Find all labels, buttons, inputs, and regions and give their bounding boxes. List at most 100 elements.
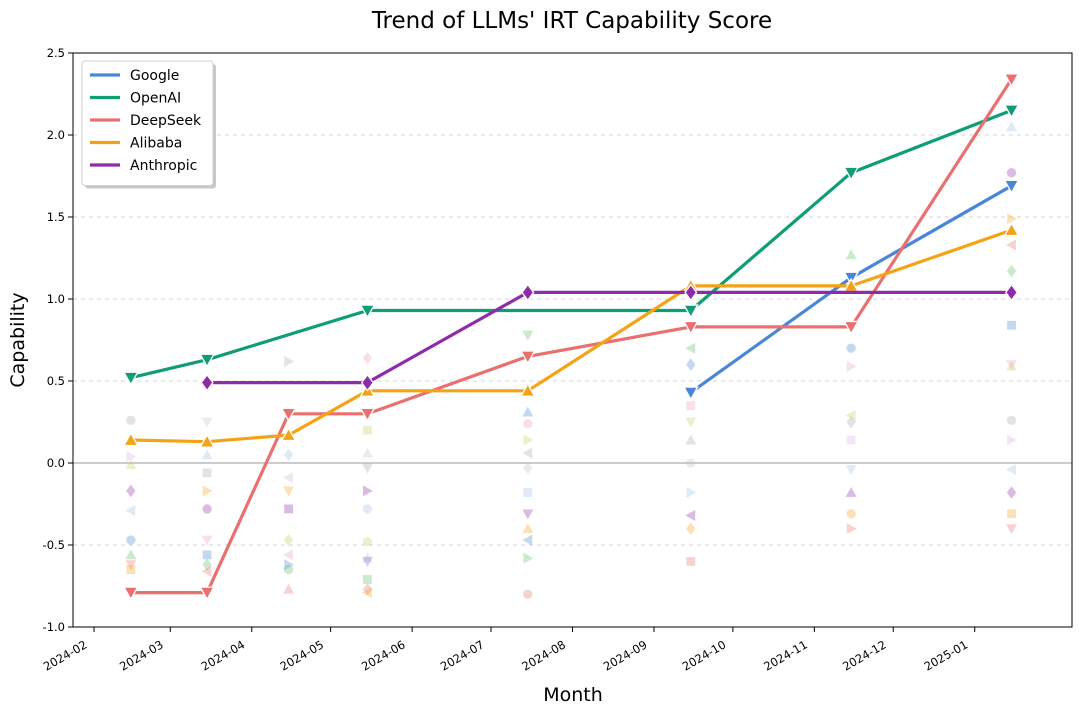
background-model-marker: [362, 537, 373, 547]
background-model-marker: [845, 465, 857, 476]
background-model-marker: [283, 549, 293, 561]
data-point: [359, 407, 376, 422]
background-model-marker: [126, 565, 136, 574]
background-model-marker: [125, 505, 136, 517]
background-model-marker: [522, 509, 534, 520]
background-model-marker: [125, 560, 137, 571]
data-point: [200, 373, 214, 392]
background-model-marker: [126, 450, 137, 462]
y-tick-label: -1.0: [43, 620, 65, 634]
background-model-marker: [686, 522, 696, 535]
background-model-marker: [846, 343, 856, 353]
chart-title: Trend of LLMs' IRT Capability Score: [371, 8, 772, 34]
background-model-marker: [522, 523, 534, 533]
background-model-marker: [846, 360, 857, 372]
background-model-marker: [363, 485, 373, 497]
background-model-marker: [125, 459, 137, 470]
background-model-marker: [1007, 320, 1016, 330]
background-model-marker: [523, 589, 533, 599]
series-line: [129, 228, 1014, 444]
background-model-marker: [283, 583, 295, 594]
background-model-marker: [686, 557, 696, 566]
background-model-marker: [522, 534, 533, 546]
background-model-marker: [283, 564, 294, 575]
background-model-marker: [845, 409, 856, 421]
background-model-marker: [125, 549, 137, 560]
background-model-marker: [686, 358, 696, 371]
data-point: [360, 373, 375, 392]
y-tick-label: 1.0: [47, 292, 65, 306]
background-model-marker: [1006, 464, 1016, 476]
background-model-marker: [361, 463, 373, 474]
background-model-marker: [283, 448, 294, 462]
background-model-marker: [201, 417, 213, 428]
background-model-marker: [1006, 415, 1017, 426]
background-model-marker: [686, 487, 697, 499]
y-tick-label: 2.0: [47, 128, 65, 142]
background-model-marker: [284, 504, 293, 514]
data-point: [1003, 221, 1020, 237]
data-point: [682, 386, 699, 401]
background-model-marker: [1006, 264, 1017, 278]
background-model-marker: [846, 523, 857, 535]
data-point: [359, 304, 376, 319]
background-model-marker: [126, 484, 136, 498]
y-tick-label: 2.5: [47, 46, 65, 60]
background-model-marker: [685, 342, 696, 354]
background-model-marker: [362, 504, 373, 514]
background-model-marker: [126, 535, 136, 545]
background-model-marker: [846, 415, 856, 429]
legend-label: Alibaba: [130, 136, 182, 152]
y-tick-label: 1.5: [47, 210, 65, 224]
background-model-marker: [522, 330, 534, 341]
y-tick-label: 0.0: [47, 456, 65, 470]
background-model-marker: [1006, 360, 1018, 371]
background-model-marker: [201, 449, 213, 460]
data-point: [843, 166, 860, 181]
background-model-marker: [845, 487, 857, 497]
background-model-marker: [202, 558, 212, 572]
background-model-marker: [361, 587, 372, 599]
data-point: [684, 283, 698, 302]
data-point: [122, 371, 139, 386]
background-model-marker: [523, 488, 533, 497]
background-model-marker: [1006, 121, 1018, 132]
background-model-marker: [523, 461, 533, 475]
data-point: [843, 320, 860, 336]
background-model-marker: [1007, 213, 1018, 225]
background-model-marker: [1007, 509, 1016, 519]
background-model-marker: [686, 458, 696, 468]
data-point: [682, 304, 699, 319]
data-point: [199, 433, 215, 448]
y-tick-label: 0.5: [47, 374, 65, 388]
data-point: [519, 350, 536, 365]
background-model-marker: [202, 485, 213, 497]
background-model-marker: [362, 351, 373, 365]
data-point: [280, 407, 297, 422]
background-model-marker: [846, 509, 856, 519]
background-model-marker: [362, 582, 373, 596]
background-model-marker: [363, 575, 372, 584]
background-model-marker: [845, 249, 857, 260]
y-tick-label: -0.5: [43, 538, 65, 552]
background-model-marker: [1006, 239, 1016, 251]
background-model-marker: [202, 468, 212, 478]
gridlines: [73, 134, 1072, 546]
background-model-marker: [1006, 486, 1017, 499]
background-model-marker: [202, 504, 212, 514]
background-model-marker: [201, 565, 212, 577]
background-model-marker: [283, 472, 293, 484]
data-point: [521, 283, 535, 302]
series-deepseek: [122, 73, 1020, 601]
background-model-marker: [846, 435, 856, 445]
background-model-marker: [685, 434, 697, 445]
background-model-marker: [126, 415, 136, 426]
data-point: [682, 320, 699, 336]
data-point: [199, 353, 215, 368]
series-lines: [122, 73, 1020, 601]
background-model-marker: [522, 447, 533, 459]
data-point: [519, 382, 536, 397]
series-google: [682, 179, 1020, 401]
background-model-marker: [523, 434, 534, 446]
series-openai: [122, 104, 1020, 386]
